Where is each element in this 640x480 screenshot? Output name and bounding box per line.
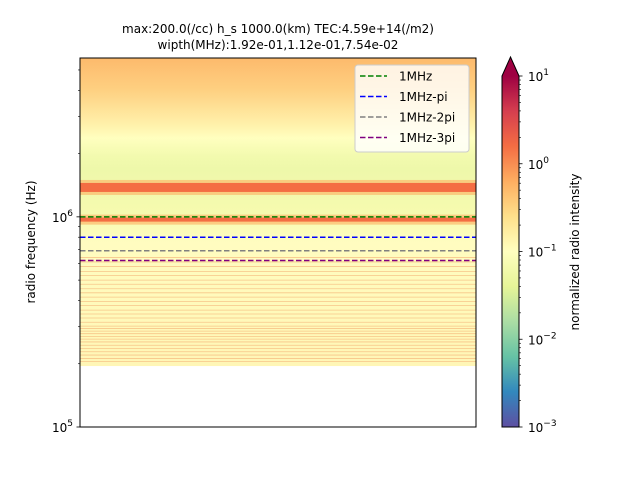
heatmap-bright-band [80,182,476,192]
legend-label: 1MHz-3pi [399,131,455,145]
colorbar-tick-label: 10−3 [528,419,557,435]
legend-label: 1MHz-pi [399,90,448,104]
colorbar-tick-label: 100 [528,156,549,172]
colorbar: 10−3 10−2 10−1 100 101 normalized radio inte… [501,55,582,435]
chart-title: max:200.0(/cc) h_s 1000.0(km) TEC:4.59e+… [122,22,434,52]
legend-frame [354,64,470,153]
colorbar-label: normalized radio intensity [568,174,582,331]
legend-label: 1MHz [399,70,432,84]
colorbar-tick-label: 10−1 [528,244,557,260]
colorbar-frame [501,55,520,428]
heatmap-bright-band [80,217,476,222]
y-axis-label: radio frequency (Hz) [24,180,38,303]
colorbar-extend-arrow [502,57,519,76]
plot-frame [79,57,477,428]
legend-label: 1MHz-2pi [399,111,455,125]
heatmap-faint-lines [80,257,476,362]
series-lines [80,216,476,262]
y-tick-label: 106 [52,209,73,225]
colorbar-ticks: 10−3 10−2 10−1 100 101 [519,68,557,435]
colorbar-scale [502,76,519,427]
title-line-2: wipth(MHz):1.92e-01,1.12e-01,7.54e-02 [158,38,399,52]
y-axis: radio frequency (Hz) 105 106 [24,69,80,435]
title-line-1: max:200.0(/cc) h_s 1000.0(km) TEC:4.59e+… [122,22,434,36]
y-tick-label: 105 [52,419,73,435]
heatmap-bright-bands [80,179,476,225]
legend: 1MHz 1MHz-pi 1MHz-2pi 1MHz-3pi [354,64,470,153]
colorbar-tick-label: 10−2 [528,331,557,347]
colorbar-tick-label: 101 [528,68,549,84]
